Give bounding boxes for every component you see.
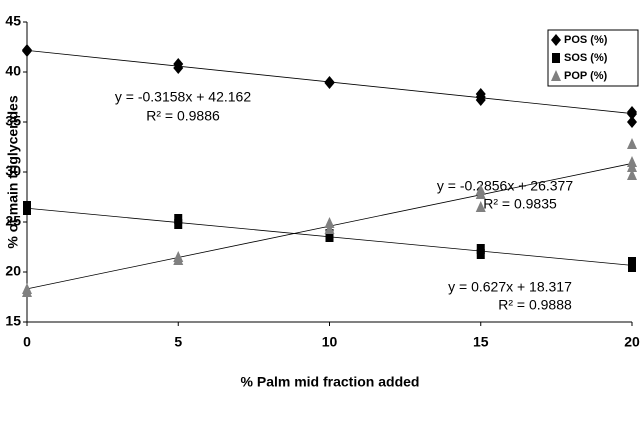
data-point	[628, 262, 636, 272]
y-tick-label: 35	[5, 113, 21, 129]
legend-marker	[552, 53, 560, 63]
data-point	[173, 254, 184, 265]
data-point	[475, 201, 486, 212]
trendline-r2: R² = 0.9888	[498, 297, 572, 313]
x-tick-label: 0	[23, 334, 31, 350]
data-point	[627, 161, 637, 172]
data-point	[22, 45, 32, 57]
legend-box	[547, 29, 639, 87]
x-tick-label: 10	[322, 334, 338, 350]
trendline-equation: y = -0.2856x + 26.377	[437, 178, 573, 194]
data-point	[476, 249, 485, 259]
data-point	[324, 223, 335, 234]
data-point	[173, 62, 184, 74]
y-tick-label: 30	[5, 163, 21, 179]
data-point	[22, 286, 32, 297]
data-point	[324, 77, 335, 89]
data-point	[325, 232, 334, 242]
y-tick-label: 25	[5, 213, 21, 229]
data-point	[23, 205, 31, 215]
x-axis-title: % Palm mid fraction added	[241, 374, 420, 390]
legend-label: POP (%)	[564, 70, 608, 82]
y-tick-label: 20	[5, 263, 21, 279]
y-axis-title: % of main triglycerides	[5, 95, 21, 248]
x-tick-label: 5	[174, 334, 182, 350]
y-tick-label: 45	[5, 13, 21, 29]
data-point	[174, 219, 183, 229]
y-tick-label: 40	[5, 63, 21, 79]
trendline-r2: R² = 0.9835	[483, 196, 557, 212]
data-point	[627, 138, 637, 149]
data-point	[475, 94, 486, 106]
legend-label: POS (%)	[564, 34, 608, 46]
x-tick-label: 15	[473, 334, 489, 350]
data-point	[627, 108, 637, 120]
data-point	[627, 116, 637, 128]
legend-marker	[551, 34, 561, 46]
x-tick-label: 20	[624, 334, 640, 350]
trendline-r2: R² = 0.9886	[146, 108, 220, 124]
data-point	[324, 217, 335, 228]
legend-label: SOS (%)	[564, 52, 608, 64]
trendline-equation: y = 0.627x + 18.317	[448, 279, 572, 295]
trendline-equation: y = -0.3158x + 42.162	[115, 89, 251, 105]
y-tick-label: 15	[5, 313, 21, 329]
data-point	[475, 188, 486, 199]
legend-marker	[551, 70, 561, 81]
data-point	[627, 169, 637, 180]
